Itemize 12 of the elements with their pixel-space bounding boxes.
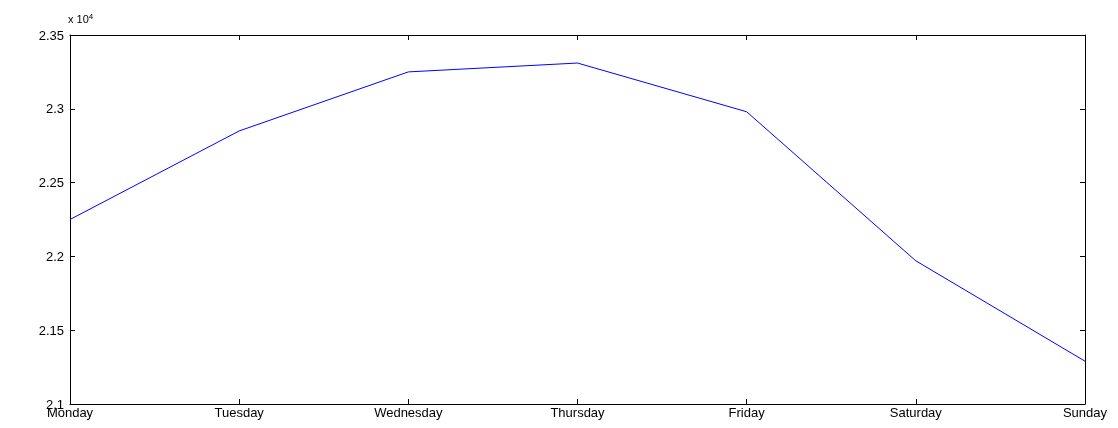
y-tick-label: 2.15: [38, 322, 64, 338]
y-tick-label: 2.25: [38, 175, 64, 191]
line-series: [69, 62, 1086, 362]
x-tick-label: Thursday: [550, 405, 606, 420]
y-tick-label: 2.2: [45, 248, 64, 264]
x-tick-label: Sunday: [1062, 405, 1108, 420]
x-tick-label: Tuesday: [214, 405, 265, 420]
x-tick-label: Wednesday: [374, 405, 444, 420]
x-tick-label: Saturday: [889, 405, 943, 420]
y-tick-label: 2.3: [45, 101, 64, 117]
x-tick-label: Friday: [728, 405, 766, 420]
y-tick-label: 2.35: [38, 27, 64, 43]
